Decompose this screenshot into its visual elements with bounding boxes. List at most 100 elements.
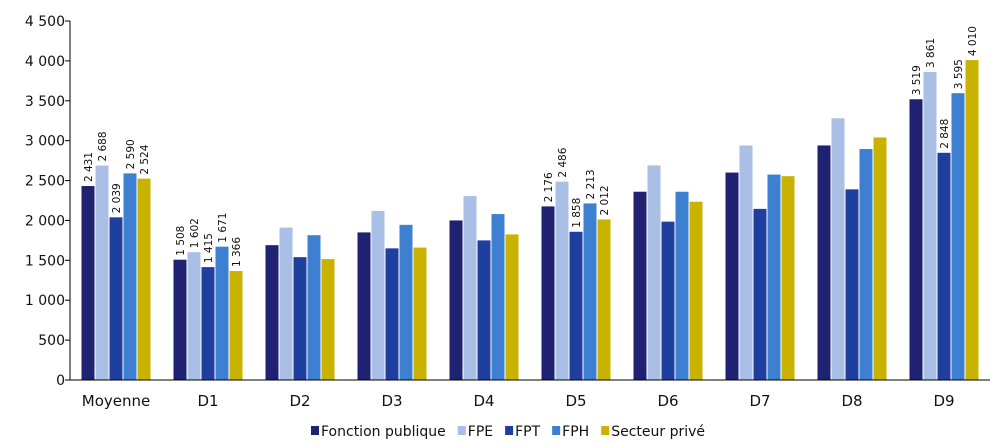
bar-fonction-publique-d8: [818, 145, 831, 380]
y-tick-label: 2 500: [25, 174, 65, 190]
bar-fph-moyenne: [124, 173, 137, 380]
bar-secteur-priv-d3: [414, 248, 427, 380]
bar-fph-d4: [492, 214, 505, 380]
bar-fonction-publique-d5: [542, 206, 555, 380]
data-label-fpe-d5: 2 486: [557, 147, 569, 177]
bar-fonction-publique-d4: [450, 220, 463, 380]
legend-label-fpt: FPT: [515, 424, 540, 440]
bar-fpe-moyenne: [96, 166, 109, 380]
legend-swatch-fonction-publique: [311, 426, 319, 435]
data-label-fonction-publique-moyenne: 2 431: [83, 152, 95, 182]
data-label-fph-moyenne: 2 590: [125, 139, 137, 169]
data-label-secteur-priv-moyenne: 2 524: [139, 144, 151, 174]
bar-secteur-priv-d1: [230, 271, 243, 380]
bar-fpe-d9: [924, 72, 937, 380]
bar-fonction-publique-d7: [726, 173, 739, 380]
bar-secteur-priv-moyenne: [138, 179, 151, 380]
bar-secteur-priv-d6: [690, 202, 703, 380]
bar-secteur-priv-d8: [874, 137, 887, 380]
legend-label-fph: FPH: [562, 424, 589, 440]
bar-fpt-d4: [478, 240, 491, 380]
data-label-fpe-d1: 1 602: [189, 218, 201, 248]
bar-fpt-moyenne: [110, 217, 123, 380]
x-category-label: D9: [933, 392, 954, 410]
legend-label-secteur-priv: Secteur privé: [611, 424, 705, 440]
bar-fpt-d7: [754, 209, 767, 380]
data-label-fph-d1: 1 671: [217, 213, 229, 243]
bar-fpt-d1: [202, 267, 215, 380]
x-category-label: D2: [289, 392, 310, 410]
y-tick-label: 3 500: [25, 94, 65, 110]
legend-swatch-secteur-priv: [601, 426, 609, 435]
bar-fonction-publique-d2: [266, 245, 279, 380]
bar-fpe-d1: [188, 252, 201, 380]
data-label-secteur-priv-d5: 2 012: [599, 185, 611, 215]
x-category-label: Moyenne: [82, 392, 150, 410]
bar-fph-d1: [216, 247, 229, 380]
bar-fph-d6: [676, 192, 689, 380]
x-axis: Moyenne D1 D2 D3 D4 D5 D6 D7 D8 D9: [70, 380, 990, 410]
legend: Fonction publique FPE FPT FPH Secteur privé: [311, 424, 705, 440]
bar-fph-d2: [308, 235, 321, 380]
bar-fpt-d3: [386, 248, 399, 380]
bar-fonction-publique-d9: [910, 99, 923, 380]
y-tick-label: 4 000: [25, 54, 65, 70]
bar-fpt-d6: [662, 222, 675, 380]
data-label-fpe-d9: 3 861: [925, 38, 937, 68]
bar-fpt-d8: [846, 189, 859, 380]
data-label-fpe-moyenne: 2 688: [97, 131, 109, 161]
x-category-label: D5: [565, 392, 586, 410]
bar-secteur-priv-d7: [782, 176, 795, 380]
bar-fpe-d8: [832, 118, 845, 380]
data-label-fph-d9: 3 595: [953, 59, 965, 89]
data-label-secteur-priv-d1: 1 366: [231, 237, 243, 267]
legend-label-fpe: FPE: [468, 424, 493, 440]
y-tick-label: 1 000: [25, 293, 65, 309]
x-category-label: D3: [381, 392, 402, 410]
bar-fonction-publique-d1: [174, 260, 187, 380]
bar-fpe-d2: [280, 228, 293, 380]
data-label-fpt-d9: 2 848: [939, 119, 951, 149]
y-tick-label: 500: [38, 333, 65, 349]
data-label-fpt-moyenne: 2 039: [111, 183, 123, 213]
x-category-label: D8: [841, 392, 862, 410]
bar-fph-d5: [584, 203, 597, 380]
bar-fpe-d5: [556, 182, 569, 380]
bar-fph-d3: [400, 225, 413, 380]
bar-fonction-publique-moyenne: [82, 186, 95, 380]
bar-fpe-d6: [648, 165, 661, 380]
bar-fpt-d2: [294, 257, 307, 380]
bar-secteur-priv-d9: [966, 60, 979, 380]
y-tick-label: 2 000: [25, 213, 65, 229]
x-category-label: D7: [749, 392, 770, 410]
legend-swatch-fph: [552, 426, 560, 435]
y-tick-label: 3 000: [25, 134, 65, 150]
bar-fph-d8: [860, 149, 873, 380]
data-label-fph-d5: 2 213: [585, 169, 597, 199]
legend-label-fonction-publique: Fonction publique: [321, 424, 446, 440]
bar-fonction-publique-d3: [358, 232, 371, 380]
data-label-secteur-priv-d9: 4 010: [967, 26, 979, 56]
x-category-label: D6: [657, 392, 678, 410]
data-label-fpt-d1: 1 415: [203, 233, 215, 263]
bar-fph-d9: [952, 93, 965, 380]
legend-swatch-fpt: [505, 426, 513, 435]
bar-fpe-d7: [740, 145, 753, 380]
bar-secteur-priv-d4: [506, 234, 519, 380]
y-tick-label: 1 500: [25, 253, 65, 269]
y-tick-label: 0: [56, 373, 65, 389]
x-category-label: D1: [197, 392, 218, 410]
bar-fpe-d3: [372, 211, 385, 380]
bar-fpe-d4: [464, 196, 477, 380]
y-tick-label: 4 500: [25, 14, 65, 30]
bar-secteur-priv-d2: [322, 259, 335, 380]
data-label-fpt-d5: 1 858: [571, 198, 583, 228]
bar-fonction-publique-d6: [634, 192, 647, 380]
data-label-fonction-publique-d9: 3 519: [911, 65, 923, 95]
bar-fpt-d5: [570, 232, 583, 380]
data-label-fonction-publique-d1: 1 508: [175, 226, 187, 256]
x-category-label: D4: [473, 392, 494, 410]
bar-fph-d7: [768, 175, 781, 380]
